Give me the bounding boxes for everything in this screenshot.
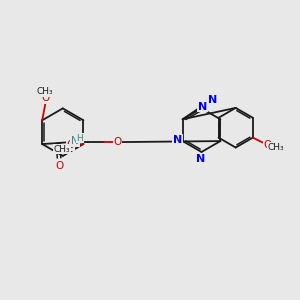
Text: N: N <box>198 102 207 112</box>
Text: N: N <box>196 154 205 164</box>
Text: N: N <box>173 135 182 145</box>
Text: O: O <box>264 140 272 150</box>
Text: N: N <box>71 136 79 146</box>
Text: O: O <box>41 94 49 103</box>
Text: CH₃: CH₃ <box>53 145 70 154</box>
Text: O: O <box>113 137 122 147</box>
Text: O: O <box>66 140 75 150</box>
Text: CH₃: CH₃ <box>37 87 53 96</box>
Text: N: N <box>208 95 217 105</box>
Text: O: O <box>55 161 63 171</box>
Text: H: H <box>76 134 83 142</box>
Text: CH₃: CH₃ <box>267 143 284 152</box>
